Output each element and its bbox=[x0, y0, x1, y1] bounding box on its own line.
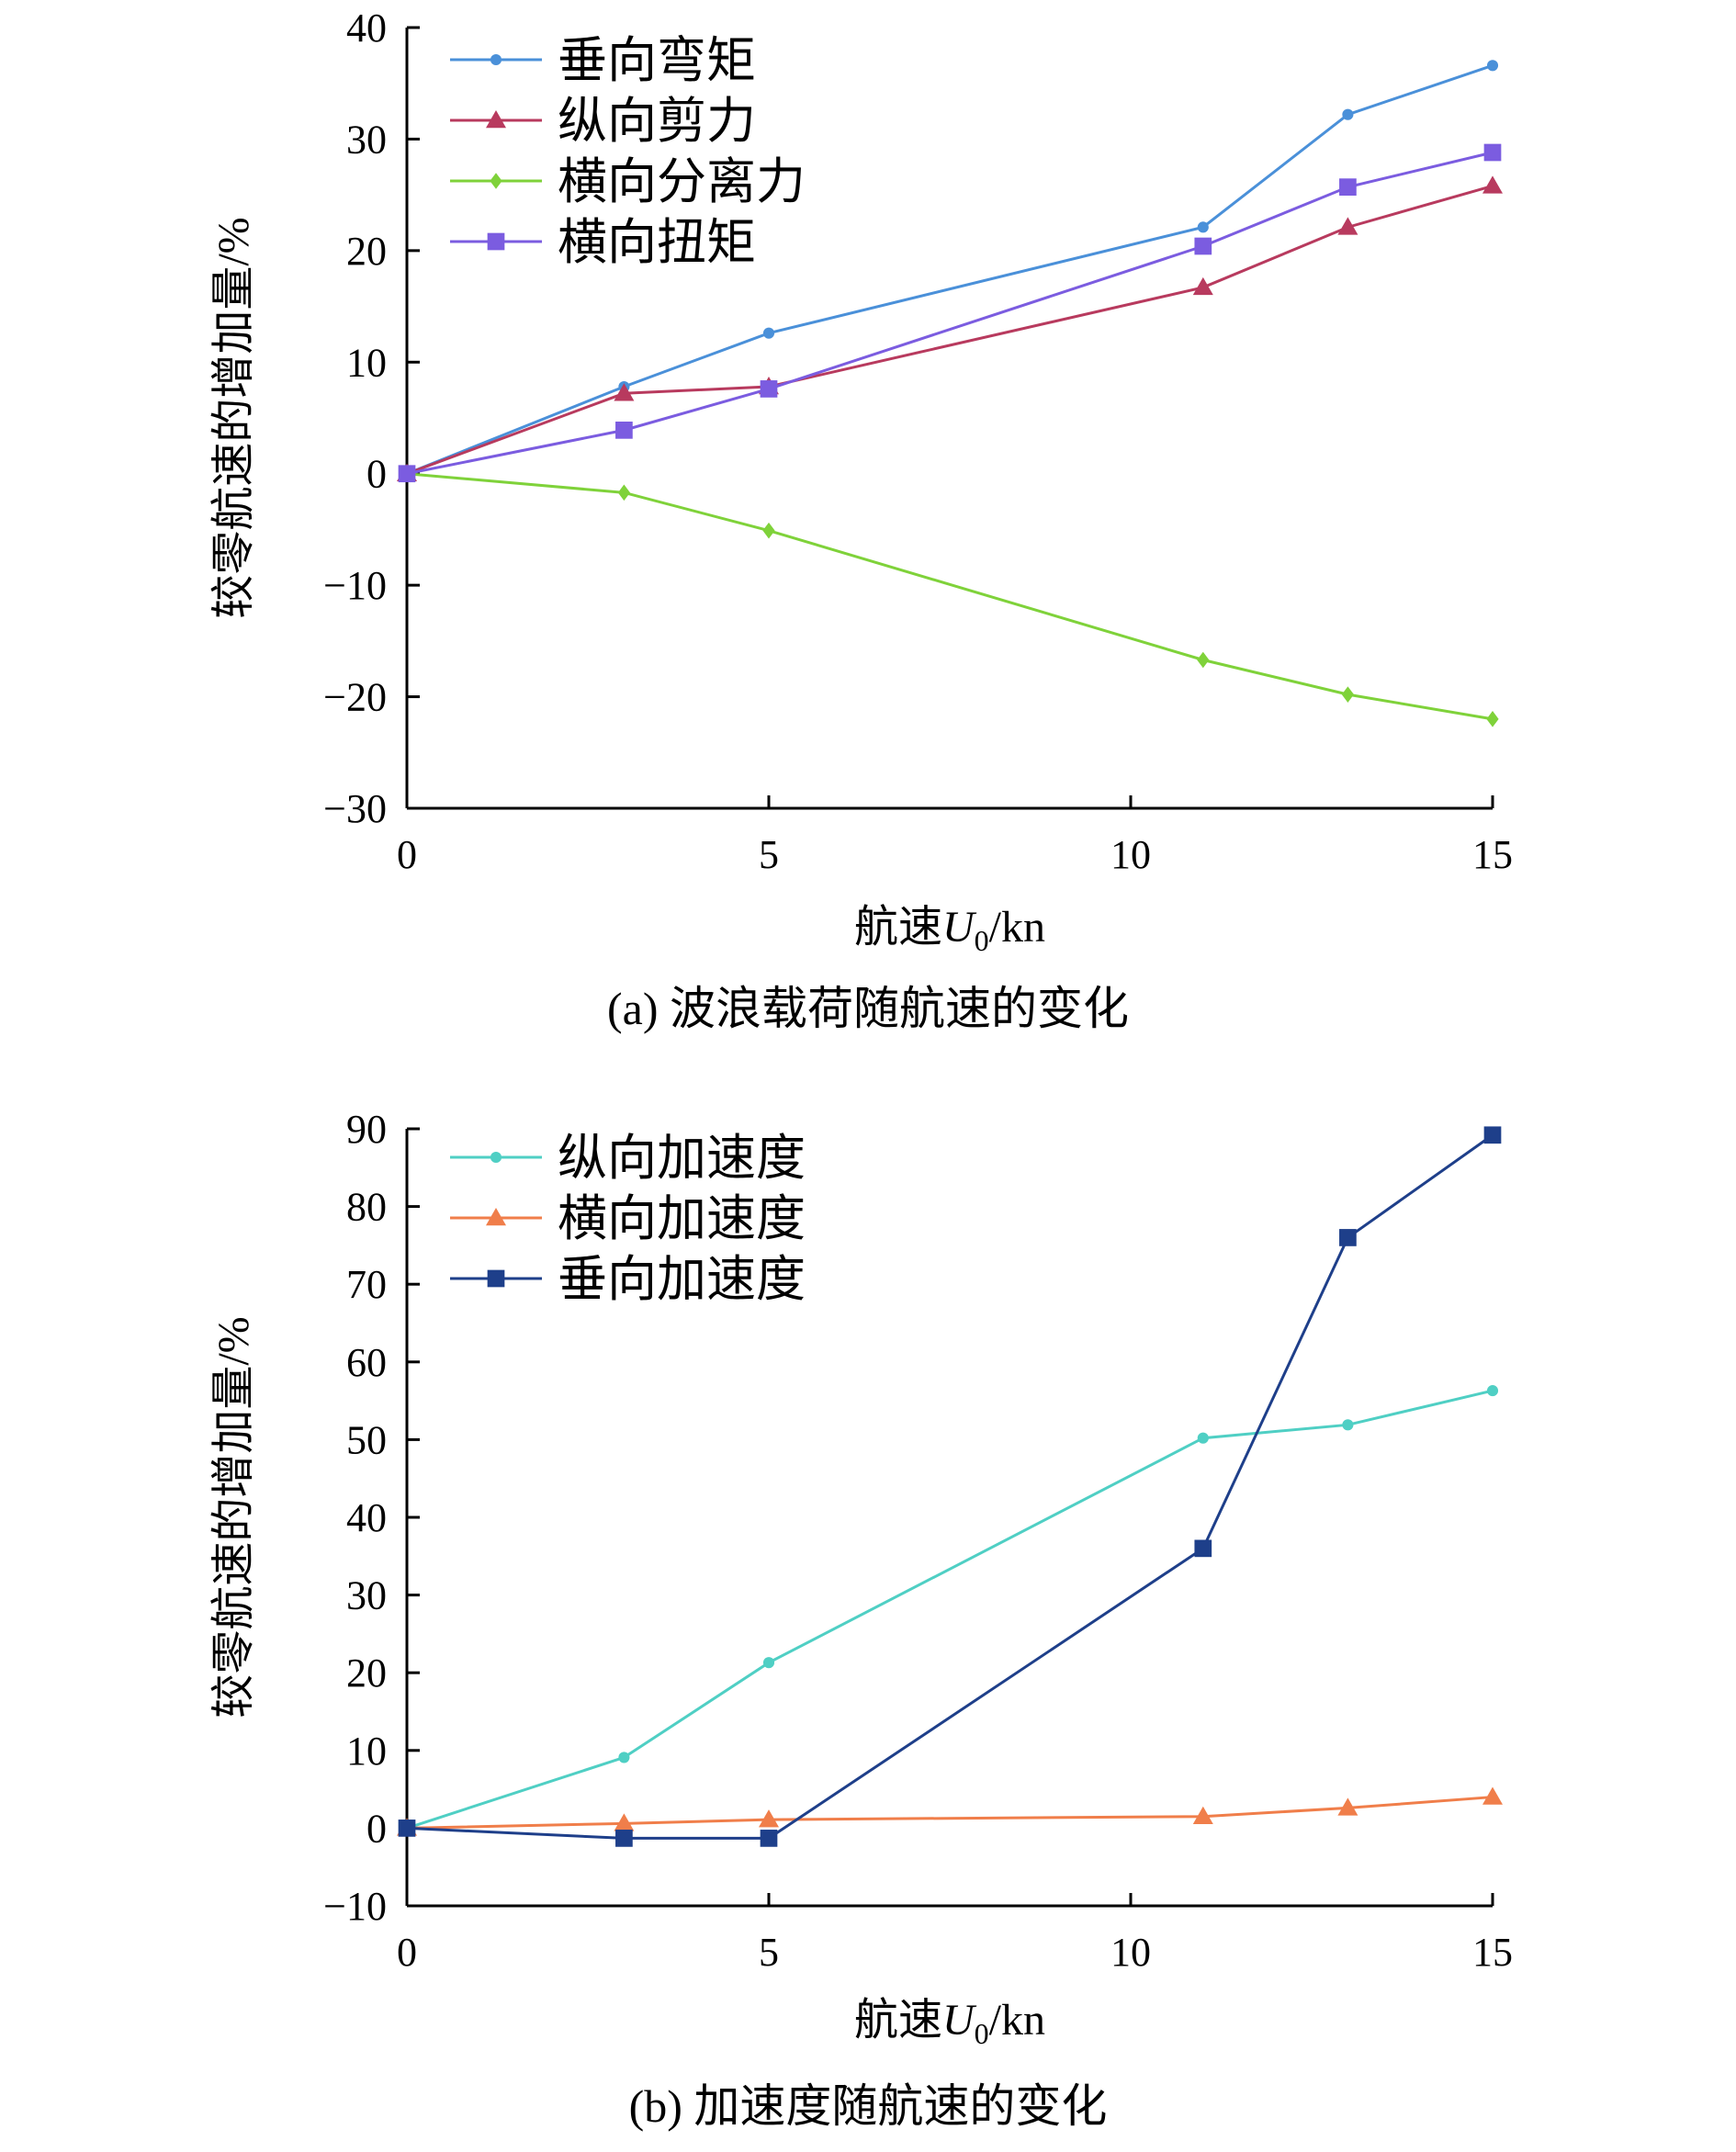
data-point bbox=[1197, 651, 1210, 669]
y-tick-label: −30 bbox=[323, 786, 387, 831]
legend-marker bbox=[486, 110, 506, 129]
caption: (b) 加速度随航速的变化 bbox=[629, 2080, 1108, 2132]
y-tick-label: 0 bbox=[366, 452, 387, 497]
y-tick-label: −10 bbox=[323, 1884, 387, 1929]
legend-marker bbox=[487, 1269, 505, 1288]
data-point bbox=[1192, 1806, 1213, 1824]
x-axis-label: 航速U0/kn bbox=[854, 1996, 1045, 2050]
legend-marker bbox=[486, 1208, 506, 1226]
legend-marker bbox=[490, 53, 502, 66]
x-tick-label: 10 bbox=[1110, 1930, 1151, 1975]
data-point bbox=[1194, 237, 1212, 255]
legend-marker bbox=[490, 173, 502, 189]
data-point bbox=[1483, 1126, 1502, 1144]
data-point bbox=[1482, 175, 1503, 194]
y-tick-label: 40 bbox=[346, 1495, 387, 1540]
data-point bbox=[1337, 217, 1358, 235]
data-point bbox=[618, 1752, 630, 1763]
data-point bbox=[1486, 711, 1499, 727]
y-axis-label: 较零航速的增加量/% bbox=[209, 1316, 258, 1718]
legend-label: 横向分离力 bbox=[558, 152, 806, 210]
y-tick-label: 10 bbox=[346, 1729, 387, 1774]
y-tick-label: −20 bbox=[323, 675, 387, 720]
y-tick-label: 20 bbox=[346, 1651, 387, 1696]
legend-label: 横向加速度 bbox=[558, 1189, 806, 1247]
x-tick-label: 10 bbox=[1110, 832, 1151, 877]
legend-label: 垂向弯矩 bbox=[558, 31, 756, 89]
data-point bbox=[1482, 1786, 1503, 1805]
y-tick-label: 70 bbox=[346, 1262, 387, 1307]
data-point bbox=[762, 1657, 775, 1669]
data-point bbox=[1341, 686, 1354, 703]
y-tick-label: −10 bbox=[323, 563, 387, 608]
data-point bbox=[617, 484, 630, 501]
data-point bbox=[614, 1813, 635, 1831]
y-tick-label: 30 bbox=[346, 117, 387, 162]
data-point bbox=[1342, 1419, 1354, 1431]
y-tick-label: 30 bbox=[346, 1573, 387, 1618]
series-line bbox=[406, 1796, 1494, 1830]
x-axis-label: 航速U0/kn bbox=[854, 903, 1045, 957]
y-tick-label: 50 bbox=[346, 1417, 387, 1462]
data-point bbox=[1194, 1539, 1212, 1558]
data-point bbox=[1483, 143, 1502, 162]
legend-marker bbox=[490, 1151, 502, 1164]
series-纵向加速度 bbox=[400, 1385, 1499, 1834]
y-tick-label: 40 bbox=[346, 6, 387, 51]
series-line bbox=[406, 184, 1494, 476]
data-point bbox=[1342, 108, 1354, 120]
series-横向加速度 bbox=[397, 1786, 1503, 1836]
series-line bbox=[406, 151, 1494, 476]
x-tick-label: 15 bbox=[1472, 832, 1513, 877]
data-point bbox=[760, 1830, 778, 1847]
legend-label: 横向扭矩 bbox=[558, 213, 756, 271]
series-垂向加速度 bbox=[398, 1126, 1502, 1847]
y-tick-label: 80 bbox=[346, 1185, 387, 1230]
y-axis-label: 较零航速的增加量/% bbox=[209, 217, 258, 618]
legend-label: 纵向加速度 bbox=[558, 1129, 806, 1187]
data-point bbox=[1337, 1797, 1358, 1816]
data-point bbox=[1339, 1229, 1357, 1246]
data-point bbox=[762, 327, 775, 339]
chart-panel-a: −30 −20 −10 0 10 20 30 40 0 5 10 15 较零航速的增加量/% 航速U0/k… bbox=[209, 6, 1513, 1034]
y-tick-label: 60 bbox=[346, 1340, 387, 1385]
x-tick-label: 15 bbox=[1472, 1930, 1513, 1975]
data-point bbox=[615, 1830, 633, 1847]
series-line bbox=[406, 1389, 1494, 1830]
data-point bbox=[1486, 1385, 1499, 1397]
data-point bbox=[615, 422, 633, 439]
data-point bbox=[1197, 221, 1209, 233]
x-tick-label: 5 bbox=[759, 1930, 779, 1975]
legend-label: 垂向加速度 bbox=[558, 1250, 806, 1308]
x-tick-label: 0 bbox=[397, 832, 417, 877]
data-point bbox=[398, 1820, 416, 1837]
series-横向扭矩 bbox=[398, 143, 1502, 483]
y-tick-label: 20 bbox=[346, 229, 387, 274]
data-point bbox=[1197, 1432, 1209, 1444]
legend-marker bbox=[487, 232, 505, 251]
caption: (a) 波浪载荷随航速的变化 bbox=[607, 983, 1129, 1034]
data-point bbox=[762, 522, 775, 539]
x-tick-label: 5 bbox=[759, 832, 779, 877]
series-line bbox=[406, 63, 1494, 476]
data-point bbox=[1339, 178, 1357, 196]
data-point bbox=[398, 465, 416, 483]
data-point bbox=[1192, 276, 1213, 296]
series-line bbox=[406, 472, 1494, 721]
data-point bbox=[760, 380, 778, 398]
y-tick-label: 0 bbox=[366, 1806, 387, 1851]
y-tick-label: 10 bbox=[346, 340, 387, 385]
y-tick-label: 90 bbox=[346, 1107, 387, 1152]
data-point bbox=[1486, 60, 1499, 72]
series-横向分离力 bbox=[400, 465, 1499, 727]
series-line bbox=[406, 1133, 1494, 1840]
data-point bbox=[614, 383, 635, 401]
legend-label: 纵向剪力 bbox=[558, 92, 756, 150]
data-point bbox=[759, 1809, 779, 1828]
x-tick-label: 0 bbox=[397, 1930, 417, 1975]
